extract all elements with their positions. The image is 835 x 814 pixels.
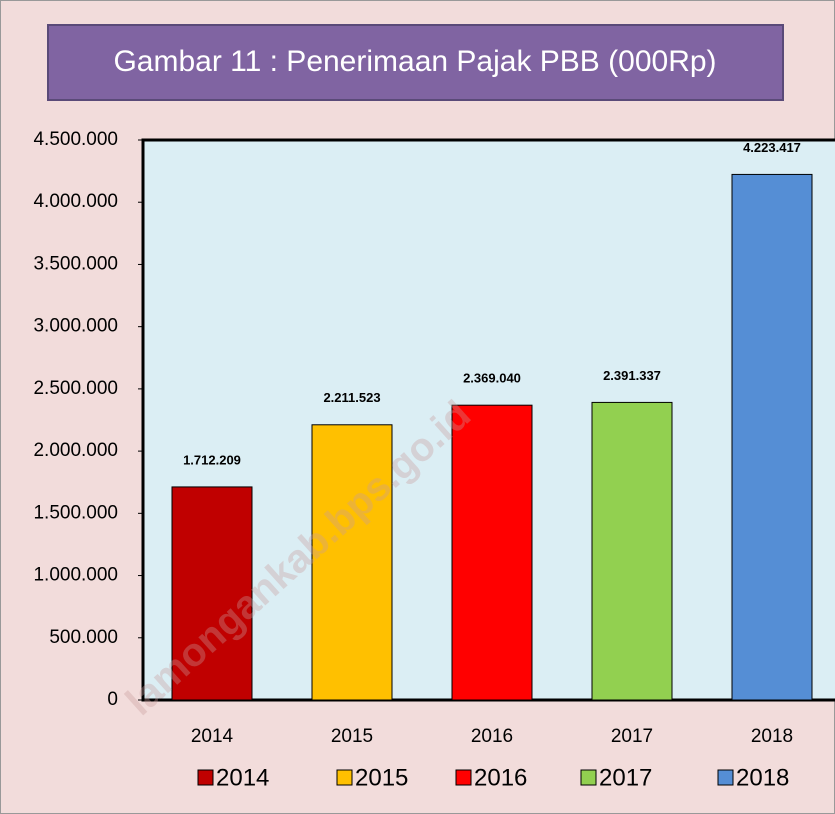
x-tick-label: 2016 bbox=[471, 726, 513, 747]
y-tick-label: 4.500.000 bbox=[33, 129, 118, 150]
value-label: 2.391.337 bbox=[603, 368, 661, 383]
y-tick-label: 3.000.000 bbox=[33, 316, 118, 337]
y-tick-label: 1.000.000 bbox=[33, 565, 118, 586]
legend-swatch bbox=[336, 769, 353, 786]
y-tick-label: 500.000 bbox=[49, 627, 118, 648]
y-tick-label: 3.500.000 bbox=[33, 253, 118, 274]
bar bbox=[731, 173, 813, 701]
y-tick-label: 1.500.000 bbox=[33, 502, 118, 523]
y-tick-label: 0 bbox=[107, 689, 118, 710]
value-label: 4.223.417 bbox=[743, 140, 801, 155]
x-tick-label: 2015 bbox=[331, 726, 373, 747]
value-label: 2.369.040 bbox=[463, 371, 521, 386]
title-box bbox=[47, 24, 784, 101]
bar bbox=[591, 401, 673, 701]
legend-label: 2015 bbox=[355, 764, 408, 791]
legend-label: 2014 bbox=[216, 764, 269, 791]
legend-swatch bbox=[197, 769, 214, 786]
legend-swatch bbox=[580, 769, 597, 786]
bar bbox=[311, 424, 393, 701]
y-tick-label: 4.000.000 bbox=[33, 191, 118, 212]
y-tick-label: 2.000.000 bbox=[33, 440, 118, 461]
x-tick-label: 2018 bbox=[751, 726, 793, 747]
legend-label: 2017 bbox=[599, 764, 652, 791]
legend-swatch bbox=[455, 769, 472, 786]
bar bbox=[171, 486, 253, 701]
y-tick-label: 2.500.000 bbox=[33, 378, 118, 399]
legend-label: 2018 bbox=[736, 764, 789, 791]
bar bbox=[451, 404, 533, 701]
legend-label: 2016 bbox=[474, 764, 527, 791]
value-label: 1.712.209 bbox=[183, 452, 241, 467]
legend-swatch bbox=[717, 769, 734, 786]
x-tick-label: 2017 bbox=[611, 726, 653, 747]
x-tick-label: 2014 bbox=[191, 726, 234, 747]
chart-title: Gambar 11 : Penerimaan Pajak PBB (000Rp) bbox=[113, 45, 716, 78]
value-label: 2.211.523 bbox=[323, 390, 380, 405]
